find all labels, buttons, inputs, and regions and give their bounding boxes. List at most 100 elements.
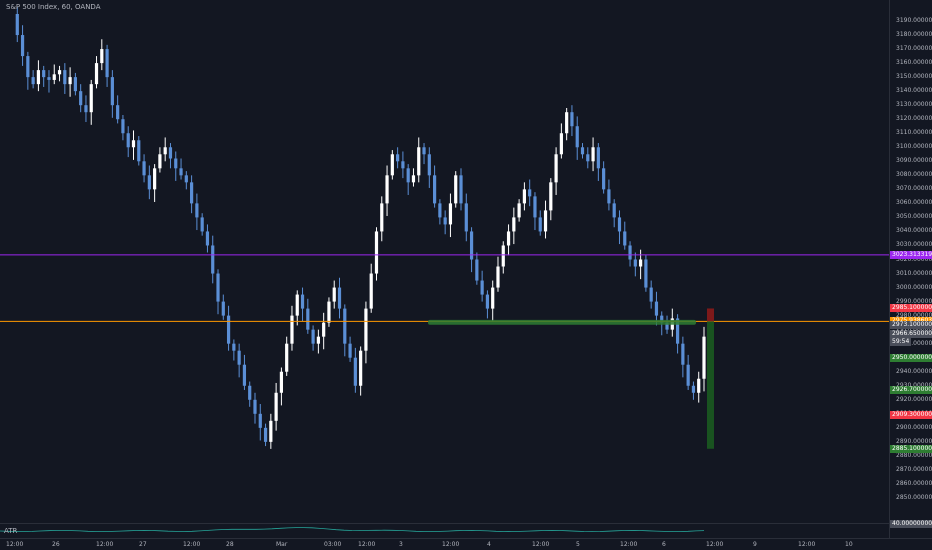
candle-down [147,175,151,190]
support-zone [428,319,696,325]
candle-up [322,322,326,337]
candle-up [57,70,62,75]
candle-down [475,259,479,281]
candle-up [158,154,162,169]
candle-down [628,245,632,260]
candle-down [221,301,225,316]
candle-up [417,147,421,176]
candle-down [602,168,606,190]
candle-down [200,217,204,232]
price-axis-divider [889,0,890,538]
price-tick-label: 3060.00000000 [896,199,932,207]
price-tick-label: 2880.00000000 [896,451,932,459]
price-tick-label: 2870.00000000 [896,465,932,473]
candle-up [274,392,278,421]
indicator-separator [0,523,889,524]
candle-up [374,231,379,274]
candle-down [26,56,30,78]
price-tick-label: 3000.00000000 [896,283,932,291]
candle-up [327,301,331,323]
candle-down [686,364,690,386]
candle-up [522,189,526,204]
price-tick-label: 2980.00000000 [896,311,932,319]
candle-down [485,294,490,309]
atr-indicator-label: ATR [4,527,18,535]
candle-up [269,420,273,442]
price-tag: 59:54 [890,337,912,346]
time-tick-label: 9 [753,541,757,548]
candle-down [633,259,637,267]
candle-up [565,112,569,134]
candle-down [528,189,532,197]
candle-down [137,140,141,162]
candle-down [79,91,83,106]
price-tick-label: 2860.00000000 [896,479,932,487]
candle-down [681,343,685,365]
candle-down [432,175,437,204]
price-tick-label: 3080.00000000 [896,171,932,179]
candle-down [406,168,410,183]
price-tick-label: 3070.00000000 [896,185,932,193]
candle-up [52,74,56,80]
candle-down [211,245,215,274]
candle-up [279,371,284,393]
candle-down [654,301,659,316]
take-profit-box [707,321,714,449]
candle-down [586,154,590,162]
candle-down [226,315,231,344]
time-tick-label: 4 [487,541,491,548]
candle-down [596,147,600,169]
price-tag: 2950.00000000 [890,353,932,362]
candle-up [448,203,453,225]
price-tick-label: 3140.00000000 [896,87,932,95]
candle-up [131,140,136,148]
candle-down [253,399,257,414]
chart-title: S&P 500 Index, 60, OANDA [6,3,101,11]
price-tick-label: 3100.00000000 [896,143,932,151]
candle-down [353,357,357,386]
candle-down [195,203,199,218]
price-tick-label: 3130.00000000 [896,101,932,109]
price-tick-label: 3170.00000000 [896,45,932,53]
candle-down [116,105,120,120]
candle-up [411,175,416,183]
candle-down [464,203,468,232]
candle-down [570,112,574,127]
price-tick-label: 3050.00000000 [896,213,932,221]
candle-down [121,119,125,134]
candle-down [337,287,342,309]
candle-up [496,266,500,288]
candle-up [491,287,495,309]
candle-down [612,203,616,218]
candle-down [691,385,696,393]
atr-line [0,527,705,533]
price-tick-label: 2920.00000000 [896,395,932,403]
time-tick-label: 28 [226,541,234,548]
price-tick-label: 3190.00000000 [896,17,932,24]
candle-down [660,315,664,323]
candle-up [100,49,104,64]
candle-down [644,259,648,288]
candle-up [390,154,394,176]
candle-down [396,154,400,162]
candle-up [364,308,368,351]
candle-down [174,158,178,169]
price-tick-label: 2900.00000000 [896,423,932,431]
candle-down [258,413,262,428]
candle-up [512,217,516,232]
time-tick-label: 12:00 [183,541,201,548]
price-tick-label: 3040.00000000 [896,227,932,235]
price-tick-label: 3010.00000000 [896,269,932,277]
candle-down [184,175,188,183]
candle-up [153,168,157,190]
time-tick-label: 12:00 [532,541,550,548]
candle-down [311,329,315,344]
candle-down [232,343,236,351]
candle-up [543,210,548,232]
price-tick-label: 3110.00000000 [896,129,932,137]
candle-down [617,217,622,232]
candle-down [63,70,67,85]
price-tick-label: 3150.00000000 [896,73,932,81]
